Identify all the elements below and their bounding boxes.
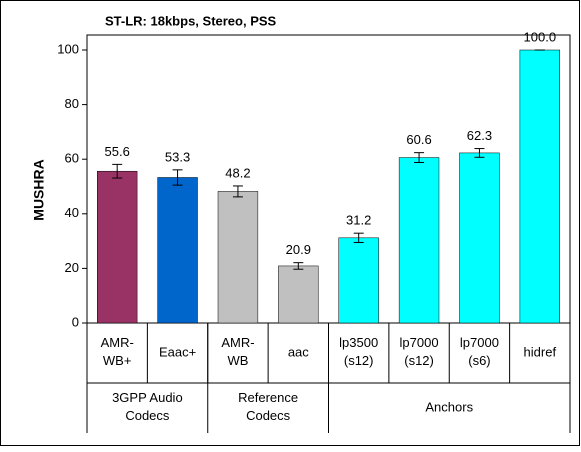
y-tick-label: 60 <box>65 151 79 166</box>
bar <box>217 191 259 324</box>
x-tick-label: AMR-WB+ <box>101 335 134 368</box>
x-tick-label: Eaac+ <box>159 344 196 359</box>
group-label: Reference Codecs <box>238 390 298 423</box>
y-tick-label: 0 <box>72 314 79 329</box>
x-tick-label: hidref <box>524 344 557 359</box>
value-label: 53.3 <box>165 149 190 164</box>
y-tick-label: 100 <box>57 41 79 56</box>
y-tick-label: 40 <box>65 205 79 220</box>
x-tick-label: aac <box>288 344 309 359</box>
group-label: 3GPP Audio Codecs <box>112 390 183 423</box>
value-label: 100.0 <box>524 29 557 44</box>
bar <box>97 170 138 324</box>
bar <box>459 152 500 324</box>
bar <box>338 237 379 324</box>
bar <box>157 177 198 324</box>
value-label: 55.6 <box>105 144 130 159</box>
x-tick-label: AMR-WB <box>221 335 254 368</box>
chart-title: ST-LR: 18kbps, Stereo, PSS <box>105 13 277 28</box>
value-label: 48.2 <box>225 165 250 180</box>
x-tick-label: lp7000 (s6) <box>460 335 499 368</box>
value-label: 60.6 <box>406 132 431 147</box>
y-tick-label: 80 <box>65 96 79 111</box>
y-axis-label: MUSHRA <box>31 159 47 220</box>
bar <box>398 157 440 324</box>
value-label: 62.3 <box>467 128 492 143</box>
bar <box>519 49 560 324</box>
x-tick-label: lp3500 (s12) <box>339 335 378 368</box>
value-label: 31.2 <box>346 213 371 228</box>
y-tick-label: 20 <box>65 260 79 275</box>
bar <box>278 265 319 324</box>
x-tick-label: lp7000 (s12) <box>400 335 439 368</box>
group-label: Anchors <box>425 399 473 414</box>
value-label: 20.9 <box>286 242 311 257</box>
